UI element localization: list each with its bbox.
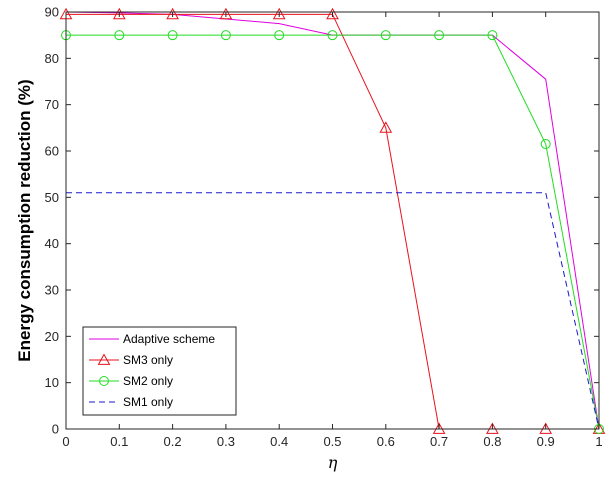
legend-item: SM3 only [89, 353, 173, 367]
legend-box [82, 326, 237, 416]
x-tick-label: 0.9 [537, 434, 555, 449]
data-point [379, 121, 393, 133]
data-point [487, 30, 498, 41]
data-point [539, 422, 553, 434]
series-line [66, 192, 600, 430]
y-tick-label: 80 [45, 51, 59, 66]
y-tick-label: 20 [45, 329, 59, 344]
data-point [166, 7, 179, 20]
y-tick-label: 30 [45, 283, 59, 298]
series-line [66, 34, 600, 430]
data-point [432, 422, 446, 434]
data-point [434, 30, 445, 41]
data-point [220, 30, 231, 41]
legend-item: Adaptive scheme [89, 332, 215, 346]
series-3 [66, 192, 600, 430]
x-tick-label: 0.2 [164, 434, 182, 449]
data-point [167, 30, 178, 41]
x-tick-label: 0.1 [110, 434, 128, 449]
y-tick-label: 50 [45, 190, 59, 205]
y-tick-label: 60 [45, 144, 59, 159]
y-tick-label: 10 [45, 375, 59, 390]
data-point [112, 7, 126, 20]
legend-marker [97, 353, 111, 365]
data-point [380, 30, 391, 41]
legend-item: SM2 only [89, 374, 173, 388]
data-point [274, 30, 285, 41]
x-tick-label: 1 [595, 434, 602, 449]
x-tick-label: 0.8 [483, 434, 501, 449]
legend-marker [99, 376, 109, 386]
data-point [540, 139, 551, 150]
data-point [219, 7, 233, 20]
x-tick-label: 0.7 [430, 434, 448, 449]
legend-label: Adaptive scheme [123, 332, 215, 346]
data-point [327, 30, 338, 41]
y-tick-label: 70 [45, 97, 59, 112]
x-axis-title: η [328, 453, 338, 472]
data-point [486, 422, 499, 434]
axes-layer: 0 0.1 0.2 0.3 0.4 0.5 0.6 0.7 0.8 0.9 101020304050… [45, 5, 603, 450]
y-tick-label: 0 [52, 422, 59, 437]
y-tick-label: 90 [45, 5, 59, 20]
y-axis-title: Energy consumption reduction (%) [15, 79, 34, 361]
legend-label: SM3 only [123, 353, 173, 367]
legend-label: SM1 only [123, 395, 173, 409]
x-tick-label: 0.3 [217, 434, 235, 449]
data-point [114, 30, 125, 41]
data-point [272, 7, 286, 20]
legend: Adaptive scheme SM3 only SM2 only SM1 only [82, 326, 237, 416]
x-tick-label: 0.4 [270, 434, 288, 449]
legend-item: SM1 only [89, 395, 173, 409]
data-point [326, 7, 339, 20]
x-tick-label: 0 [62, 434, 69, 449]
x-tick-label: 0.6 [377, 434, 395, 449]
legend-label: SM2 only [123, 374, 173, 388]
y-tick-label: 40 [45, 236, 59, 251]
x-tick-label: 0.5 [323, 434, 341, 449]
